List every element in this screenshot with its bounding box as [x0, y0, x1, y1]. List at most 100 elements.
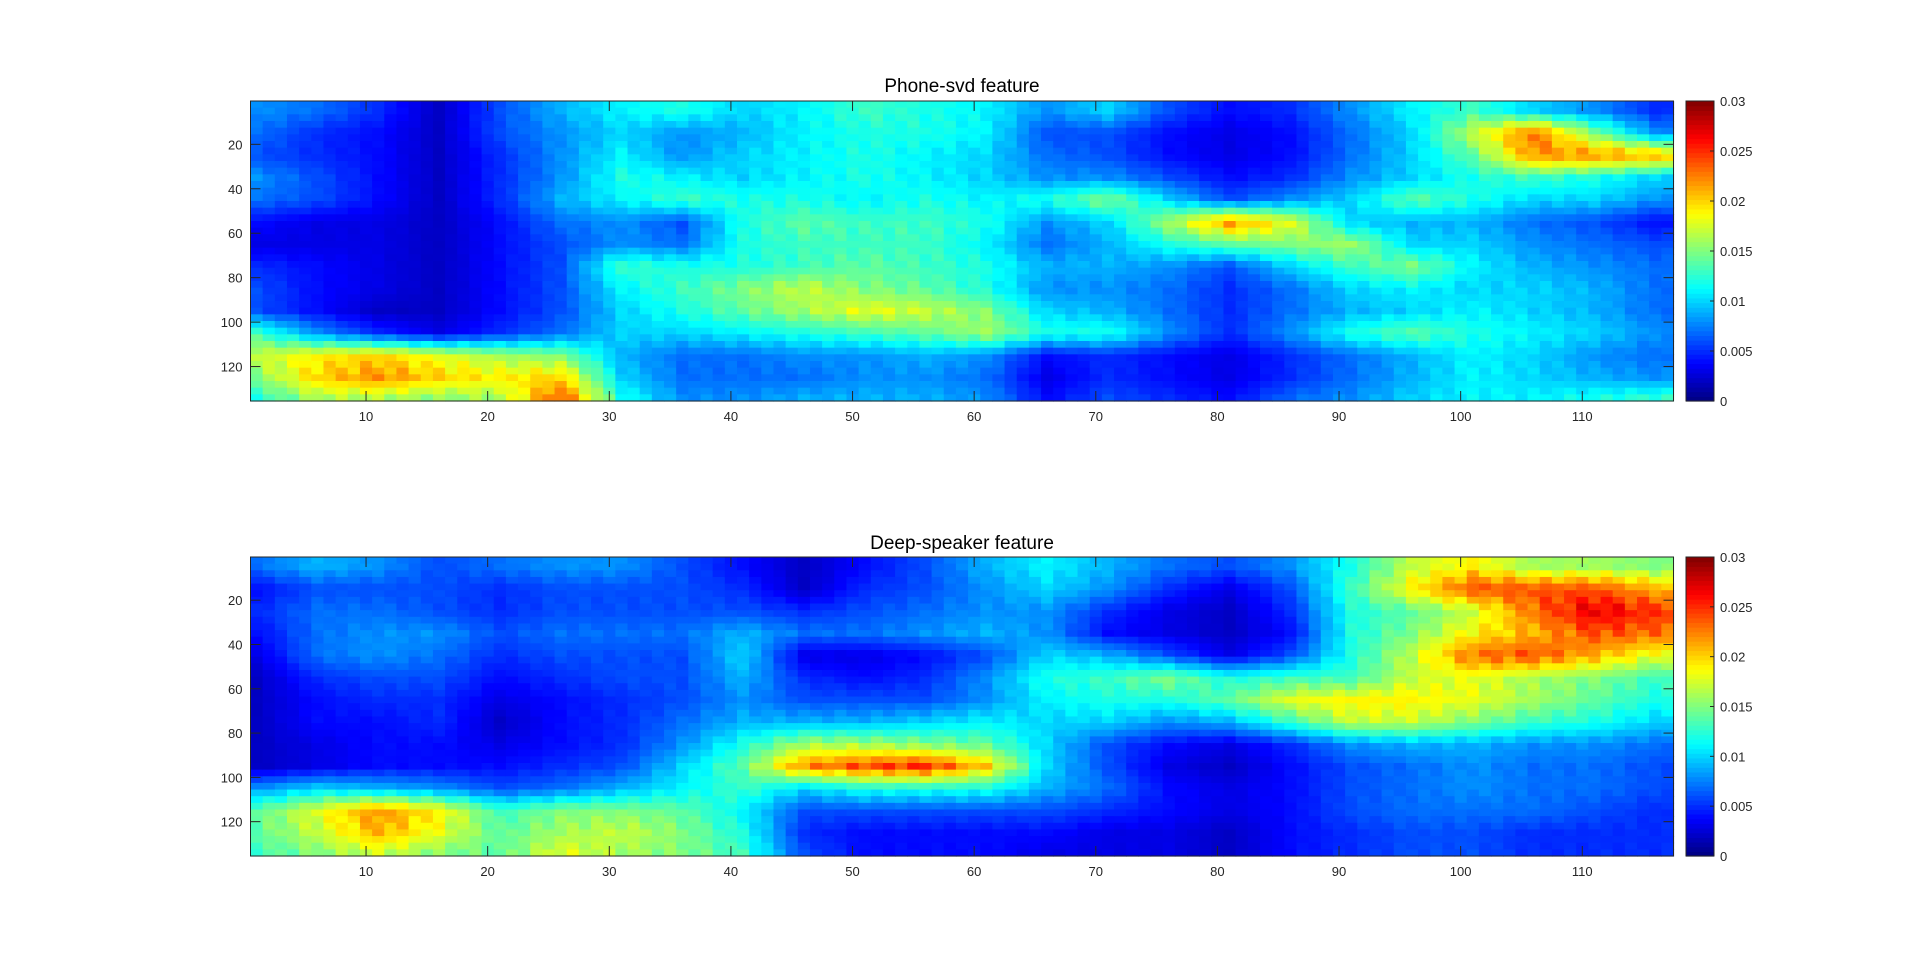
heatmap-cell [1454, 181, 1468, 189]
heatmap-cell [1527, 314, 1541, 322]
heatmap-cell [420, 307, 434, 315]
heatmap-cell [749, 127, 762, 135]
heatmap-cell [1430, 127, 1444, 135]
heatmap-cell [1418, 141, 1431, 149]
heatmap-cell [785, 227, 799, 235]
heatmap-cell [846, 321, 860, 329]
heatmap-cell [980, 321, 994, 329]
heatmap-cell [1478, 281, 1492, 289]
heatmap-cell [700, 381, 714, 389]
heatmap-cell [359, 214, 373, 222]
heatmap-cell [870, 194, 884, 202]
heatmap-cell [262, 334, 276, 342]
heatmap-cell [1089, 354, 1103, 362]
heatmap-cell [749, 294, 762, 302]
heatmap-cell [919, 154, 933, 162]
heatmap-cell [1016, 101, 1030, 109]
heatmap-cell [1503, 121, 1516, 129]
heatmap-cell [1393, 361, 1407, 369]
heatmap-cell [1187, 254, 1200, 262]
heatmap-cell [968, 187, 981, 195]
heatmap-cell [372, 341, 385, 349]
heatmap-cell [1588, 207, 1602, 215]
heatmap-cell [822, 321, 835, 329]
heatmap-cell [250, 334, 264, 342]
heatmap-cell [700, 214, 714, 222]
heatmap-cell [615, 161, 629, 169]
heatmap-cell [895, 107, 908, 115]
heatmap-cell [1576, 161, 1589, 169]
heatmap-cell [1138, 181, 1152, 189]
heatmap-cell [518, 107, 531, 115]
heatmap-cell [1199, 194, 1212, 202]
heatmap-cell [1491, 367, 1504, 375]
heatmap-cell [1393, 374, 1407, 382]
heatmap-cell [420, 207, 434, 215]
heatmap-cell [943, 201, 957, 209]
heatmap-cell [797, 147, 811, 155]
heatmap-cell [846, 241, 860, 249]
heatmap-cell [1466, 181, 1480, 189]
heatmap-cell [1247, 381, 1261, 389]
heatmap-cell [846, 314, 860, 322]
heatmap-cell [1430, 314, 1444, 322]
heatmap-cell [700, 187, 714, 195]
heatmap-cell [250, 114, 264, 122]
heatmap-cell [1527, 341, 1541, 349]
heatmap-cell [1028, 387, 1042, 395]
heatmap-cell [1126, 334, 1139, 342]
heatmap-cell [505, 154, 519, 162]
heatmap-cell [299, 194, 312, 202]
heatmap-cell [1089, 194, 1103, 202]
heatmap-cell [931, 101, 945, 109]
heatmap-cell [1418, 241, 1431, 249]
heatmap-cell [1065, 287, 1079, 295]
heatmap-cell [1418, 314, 1431, 322]
heatmap-cell [882, 281, 896, 289]
heatmap-cell [1016, 394, 1030, 402]
heatmap-cell [1053, 261, 1066, 269]
heatmap-cell [1381, 201, 1395, 209]
heatmap-cell [1491, 201, 1504, 209]
heatmap-cell [1515, 141, 1529, 149]
heatmap-cell [822, 287, 835, 295]
heatmap-cell [1430, 334, 1444, 342]
heatmap-cell [578, 174, 592, 182]
heatmap-cell [749, 334, 762, 342]
heatmap-cell [542, 214, 556, 222]
heatmap-cell [834, 167, 848, 175]
heatmap-cell [566, 207, 580, 215]
heatmap-cell [1187, 334, 1200, 342]
heatmap-cell [1491, 134, 1504, 142]
heatmap-cell [432, 294, 446, 302]
heatmap-cell [664, 287, 677, 295]
heatmap-cell [870, 247, 884, 255]
heatmap-cell [1284, 321, 1298, 329]
heatmap-cell [627, 367, 641, 375]
heatmap-cell [591, 214, 604, 222]
heatmap-cell [688, 314, 702, 322]
heatmap-cell [1016, 187, 1030, 195]
heatmap-cell [1308, 341, 1322, 349]
heatmap-cell [1442, 107, 1456, 115]
heatmap-cell [1308, 194, 1322, 202]
heatmap-cell [1576, 167, 1589, 175]
heatmap-cell [1126, 287, 1139, 295]
heatmap-cell [1466, 101, 1480, 109]
heatmap-cell [1199, 334, 1212, 342]
heatmap-cell [505, 181, 519, 189]
heatmap-cell [311, 181, 325, 189]
heatmap-cell [1296, 181, 1310, 189]
heatmap-cell [1065, 261, 1079, 269]
heatmap-cell [591, 381, 604, 389]
heatmap-cell [1405, 227, 1419, 235]
heatmap-cell [968, 374, 981, 382]
heatmap-cell [1077, 234, 1091, 242]
heatmap-cell [481, 281, 495, 289]
heatmap-cell [469, 261, 483, 269]
heatmap-cell [1247, 154, 1261, 162]
heatmap-cell [895, 134, 908, 142]
heatmap-cell [1065, 327, 1079, 335]
heatmap-cell [1053, 221, 1066, 229]
heatmap-cell [980, 134, 994, 142]
